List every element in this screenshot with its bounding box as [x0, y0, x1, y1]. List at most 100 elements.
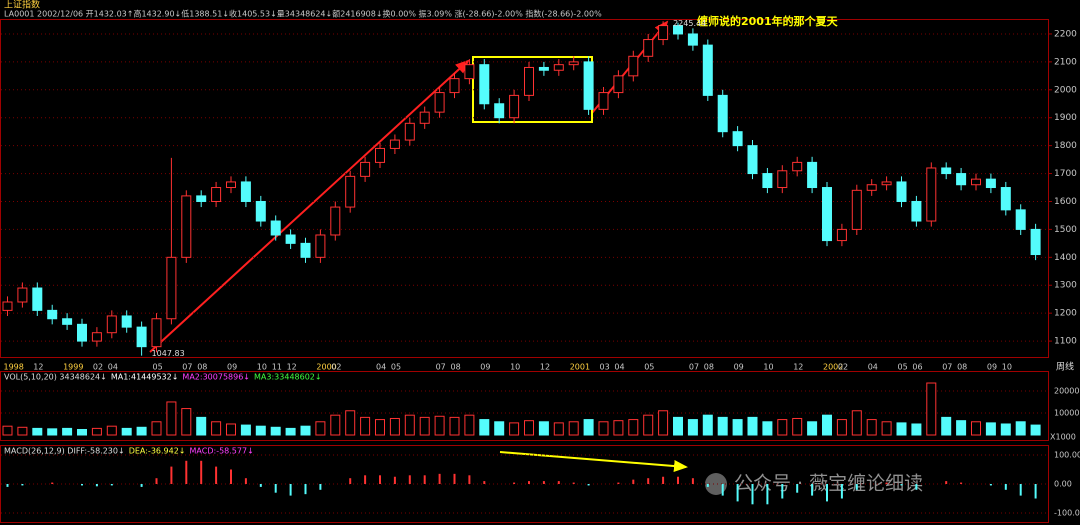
volume-bar — [300, 425, 311, 436]
candle-body — [345, 175, 356, 208]
x-tick-label: 04 — [614, 363, 624, 372]
volume-bar — [792, 417, 803, 436]
x-tick-label: 07 — [689, 363, 699, 372]
volume-bar — [553, 422, 564, 436]
legend-entry: MACD(26,12,9) DIFF:-58.230↓ — [4, 447, 125, 456]
candle-body — [389, 139, 400, 149]
x-tick-label: 04 — [376, 363, 386, 372]
y-tick-label: 1200 — [1054, 309, 1077, 319]
candle-body — [628, 55, 639, 77]
y-tick-label: 1900 — [1054, 113, 1077, 123]
x-tick-label: 05 — [153, 363, 163, 372]
candle-body — [509, 94, 520, 119]
y-tick-label: 1700 — [1054, 169, 1077, 179]
low-label: 1047.83 — [152, 349, 185, 358]
candle-body — [196, 195, 207, 202]
volume-bar — [77, 428, 87, 436]
price-panel — [0, 19, 1049, 358]
volume-bar — [240, 424, 251, 436]
candle-body — [524, 66, 534, 96]
x-tick-label: 2002 — [823, 363, 843, 372]
x-tick-label: 07 — [436, 363, 446, 372]
volume-bar — [866, 419, 877, 436]
x-tick-label: 2000 — [316, 363, 336, 372]
volume-bar — [687, 419, 698, 436]
x-tick-label: 2001 — [570, 363, 590, 372]
volume-bar — [1030, 424, 1041, 436]
candle-body — [985, 178, 996, 189]
candle-body — [926, 167, 937, 222]
candle-body — [464, 64, 475, 80]
x-tick-label: 08 — [197, 363, 207, 372]
macd-panel — [0, 445, 1049, 523]
candle-body — [106, 315, 117, 334]
legend-entry: MA1:41449532↓ — [111, 373, 179, 382]
x-tick-label: 04 — [868, 363, 878, 372]
candle-body — [404, 122, 415, 141]
x-tick-label: 02 — [331, 363, 341, 372]
volume-bar — [479, 419, 490, 436]
candle-body — [121, 315, 132, 328]
volume-bar — [196, 416, 207, 436]
x-tick-label: 02 — [93, 363, 103, 372]
volume-bar — [568, 421, 579, 436]
candle-body — [91, 332, 102, 342]
candle-body — [181, 195, 192, 258]
volume-bar — [464, 414, 475, 436]
candle-body — [226, 181, 236, 189]
candle-body — [1015, 209, 1026, 230]
candle-body — [166, 256, 177, 320]
annotation: 缠师说的2001年的那个夏天 — [697, 14, 839, 28]
y-tick-label: 2000 — [1054, 85, 1077, 95]
x-tick-label: 12 — [540, 363, 550, 372]
candle-body — [911, 200, 922, 222]
volume-bar — [941, 416, 952, 436]
volume-bar — [419, 416, 430, 436]
x-tick-label: 08 — [957, 363, 967, 372]
volume-bar — [255, 425, 266, 436]
legend-entry: DEA:-36.942↓ — [129, 447, 186, 456]
volume-bar — [375, 419, 385, 436]
legend-entry: MACD:-58.577↓ — [190, 447, 254, 456]
volume-bar — [91, 427, 102, 436]
volume-bar — [613, 420, 624, 436]
candle-body — [896, 181, 907, 202]
volume-bar — [583, 419, 594, 436]
candle-body — [658, 25, 669, 41]
x-tick-label: 12 — [793, 363, 803, 372]
volume-bar — [807, 421, 818, 436]
candle-body — [151, 318, 162, 348]
volume-bar — [836, 419, 847, 436]
volume-bar — [747, 416, 758, 436]
watermark-icon — [705, 473, 727, 495]
info-line: LA0001 2002/12/06 开1432.03↑高1432.90↓低138… — [4, 9, 602, 19]
volume-bar — [822, 414, 832, 436]
volume-bar — [658, 410, 669, 436]
candle-body — [2, 301, 13, 311]
y-tick-label: 200000 — [1054, 386, 1080, 395]
candle-body — [62, 318, 73, 325]
x-tick-label: 1999 — [63, 363, 83, 372]
y-tick-label: 1800 — [1054, 141, 1077, 151]
x-tick-label: 10 — [763, 363, 773, 372]
candle-body — [687, 33, 698, 46]
x-tick-label: 03 — [600, 363, 610, 372]
y-tick-label: 2200 — [1054, 29, 1077, 39]
volume-bar — [524, 420, 534, 436]
x-tick-label: 07 — [942, 363, 952, 372]
x-tick-label: 10 — [1002, 363, 1012, 372]
x-tick-label: 12 — [33, 363, 43, 372]
candle-body — [613, 75, 624, 94]
x-tick-label: 08 — [451, 363, 461, 372]
candle-body — [941, 167, 952, 175]
high-label: 2245.44 — [673, 19, 706, 28]
candle-body — [211, 187, 222, 202]
volume-bar — [330, 414, 341, 436]
volume-bar — [2, 425, 13, 436]
x-tick-label: 06 — [912, 363, 922, 372]
volume-bar — [971, 421, 981, 436]
candle-body — [553, 64, 564, 71]
candle-body — [17, 287, 28, 303]
y-tick-label: 1400 — [1054, 253, 1077, 263]
x-tick-label: 10 — [257, 363, 267, 372]
